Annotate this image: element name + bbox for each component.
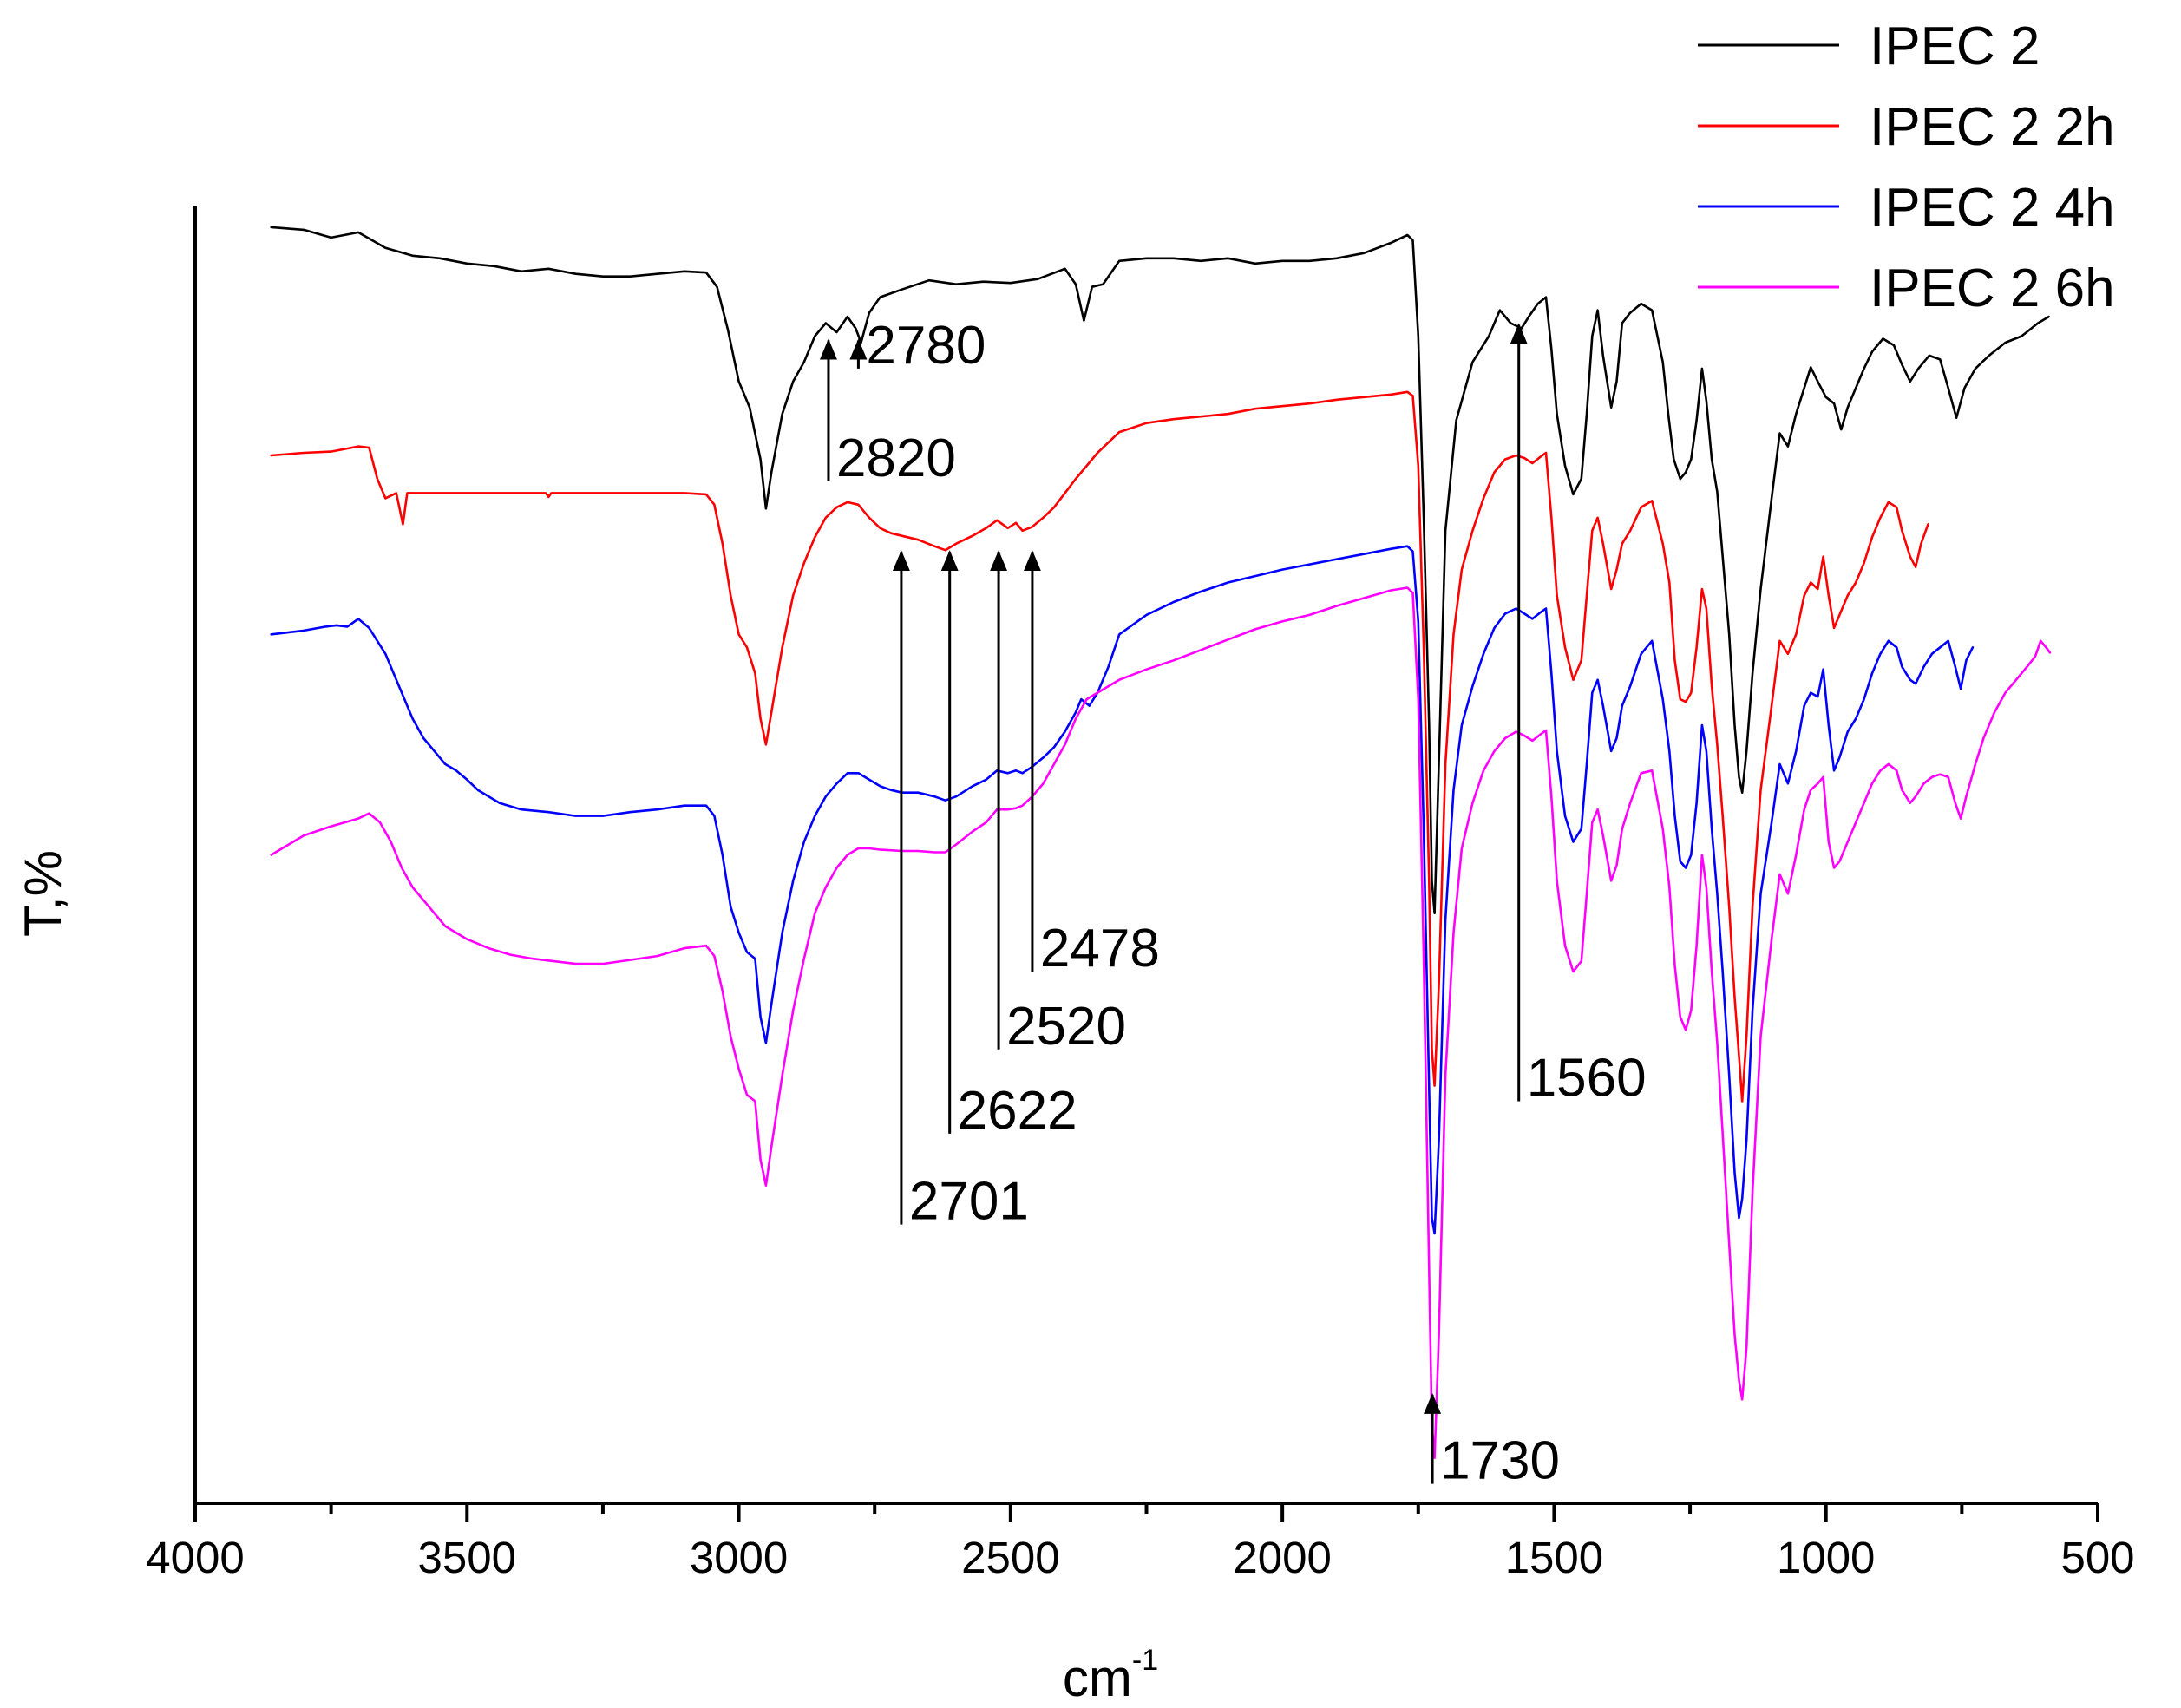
x-tick-label: 1500 [1505,1533,1603,1582]
x-axis-title-superscript: -1 [1132,1644,1158,1677]
y-axis-title: T,% [14,850,72,937]
legend-label: IPEC 2 [1870,16,2040,76]
x-tick-label: 500 [2060,1533,2134,1582]
annotation-label: 2820 [836,429,956,488]
annotation-label: 2780 [866,316,986,376]
series-line-2 [270,545,1975,1235]
x-tick-label: 1000 [1777,1533,1875,1582]
annotation-label: 2701 [909,1172,1029,1232]
x-tick-label: 4000 [146,1533,244,1582]
plot-series [270,226,2052,1459]
x-axis-title-base: cm [1063,1649,1132,1707]
x-axis-title: cm-1 [1063,1644,1158,1707]
axes: 4000 3500 3000 2500 2000 1500 1000 500 T,% cm-1 [14,206,2135,1707]
legend-label: IPEC 2 4h [1870,178,2115,238]
annotation-label: 2520 [1006,997,1126,1057]
annotation-label: 2622 [958,1081,1077,1141]
series-line-3 [270,586,2052,1459]
legend: IPEC 2 IPEC 2 2h IPEC 2 4h IPEC 2 6h [1698,16,2115,318]
x-tick-label: 3500 [418,1533,516,1582]
series-line-1 [270,390,1929,1103]
annotation-label: 1730 [1440,1431,1560,1491]
peak-annotations: 2780 2820 2701 2622 2520 2478 1560 1730 [819,316,1647,1491]
legend-label: IPEC 2 6h [1870,258,2115,318]
x-axis-ticks: 4000 3500 3000 2500 2000 1500 1000 500 [146,1503,2135,1582]
x-tick-label: 2500 [961,1533,1059,1582]
annotation-label: 2478 [1040,919,1160,978]
legend-label: IPEC 2 2h [1870,97,2115,157]
x-tick-label: 2000 [1233,1533,1331,1582]
x-tick-label: 3000 [690,1533,788,1582]
annotation-label: 1560 [1527,1049,1647,1109]
series-line-0 [270,226,2050,915]
